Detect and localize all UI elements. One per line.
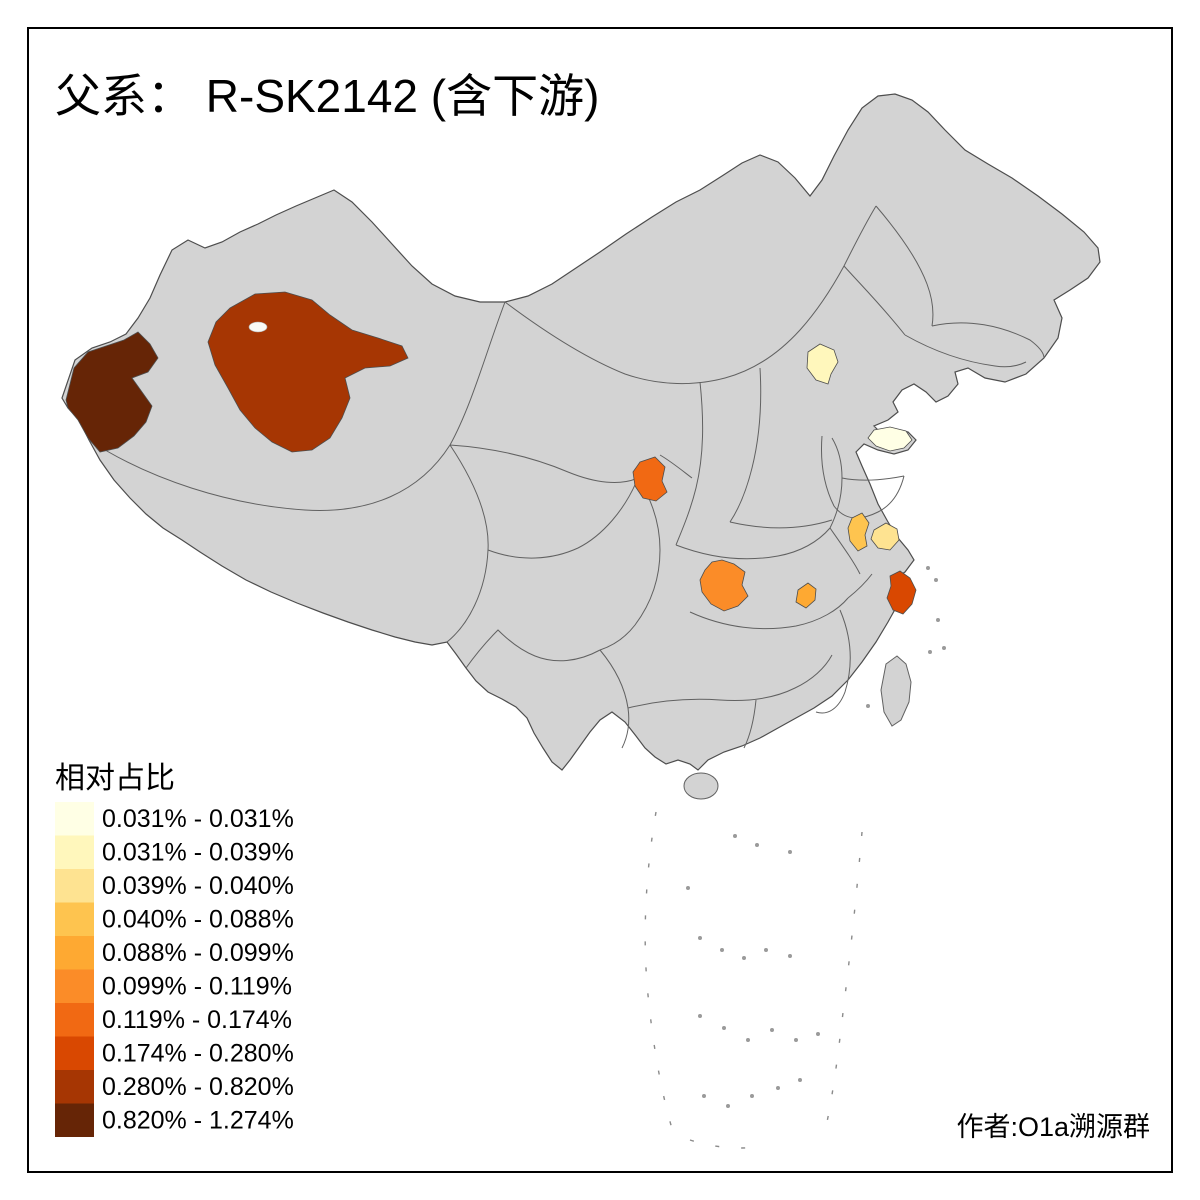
taiwan-island — [880, 655, 912, 727]
legend-swatch-8 — [55, 1036, 94, 1070]
islands — [683, 566, 946, 800]
nine-dash-line-west — [644, 811, 674, 1133]
province-border — [829, 527, 861, 575]
nine-dash-line-east — [826, 831, 863, 1123]
hainan-island — [683, 772, 719, 800]
province-border — [821, 435, 905, 519]
enclave-hole — [248, 321, 268, 333]
province-border — [449, 444, 639, 483]
region-west-xinjiang — [65, 331, 159, 453]
colored-regions — [65, 291, 917, 615]
legend-label-4: 0.040% - 0.088% — [102, 906, 294, 934]
legend-swatch-1 — [55, 802, 94, 836]
province-border — [659, 454, 693, 479]
legend-title: 相对占比 — [55, 762, 175, 795]
province-border — [675, 381, 704, 546]
legend-swatch-2 — [55, 835, 94, 869]
page-title: 父系： R-SK2142 (含下游) — [55, 70, 599, 122]
region-zhejiang-east — [886, 570, 917, 615]
legend-label-1: 0.031% - 0.031% — [102, 805, 294, 833]
region-jiangsu-east — [870, 522, 900, 551]
province-border — [815, 609, 851, 714]
legend: 相对占比 0.031% - 0.031% 0.031% - 0.039% 0.0… — [55, 762, 294, 1137]
province-border — [504, 205, 877, 385]
province-border — [88, 301, 506, 511]
legend-label-3: 0.039% - 0.040% — [102, 872, 294, 900]
province-border — [841, 475, 905, 481]
legend-swatch-3 — [55, 869, 94, 903]
province-border — [875, 205, 934, 327]
legend-swatch-5 — [55, 936, 94, 970]
legend-label-10: 0.820% - 1.274% — [102, 1107, 294, 1135]
china-map — [61, 93, 1101, 1149]
province-border — [904, 334, 1027, 368]
legend-swatch-9 — [55, 1070, 94, 1104]
legend-swatch-6 — [55, 969, 94, 1003]
legend-swatch-10 — [55, 1103, 94, 1137]
province-borders — [88, 205, 1045, 749]
province-border — [465, 629, 601, 669]
province-border — [843, 265, 906, 336]
province-border — [729, 519, 833, 529]
legend-label-7: 0.119% - 0.174% — [102, 1006, 292, 1034]
legend-label-5: 0.088% - 0.099% — [102, 939, 294, 967]
legend-label-6: 0.099% - 0.119% — [102, 973, 292, 1001]
nine-dash-line-south — [689, 1139, 765, 1149]
region-hunan-east — [795, 582, 817, 609]
legend-label-2: 0.031% - 0.039% — [102, 839, 294, 867]
province-border — [743, 699, 757, 749]
province-border — [675, 527, 831, 560]
china-outline — [61, 93, 1101, 771]
region-jiangsu-west — [847, 512, 870, 552]
legend-swatch-7 — [55, 1003, 94, 1037]
region-beijing — [806, 343, 839, 385]
south-china-sea — [644, 811, 863, 1149]
legend-label-8: 0.174% - 0.280% — [102, 1040, 294, 1068]
region-east-shandong — [867, 426, 913, 452]
province-border — [627, 654, 833, 709]
province-border — [689, 597, 849, 630]
province-border — [931, 322, 1045, 359]
figure-frame — [27, 27, 1173, 1173]
province-border — [847, 573, 873, 599]
legend-label-9: 0.280% - 0.820% — [102, 1073, 294, 1101]
legend-swatch-4 — [55, 902, 94, 936]
author-credit: 作者:O1a溯源群 — [956, 1112, 1150, 1142]
province-border — [487, 477, 639, 559]
province-border — [599, 477, 661, 651]
province-border — [729, 367, 762, 523]
region-hubei — [699, 559, 749, 612]
region-central-shaanxi — [632, 456, 668, 502]
